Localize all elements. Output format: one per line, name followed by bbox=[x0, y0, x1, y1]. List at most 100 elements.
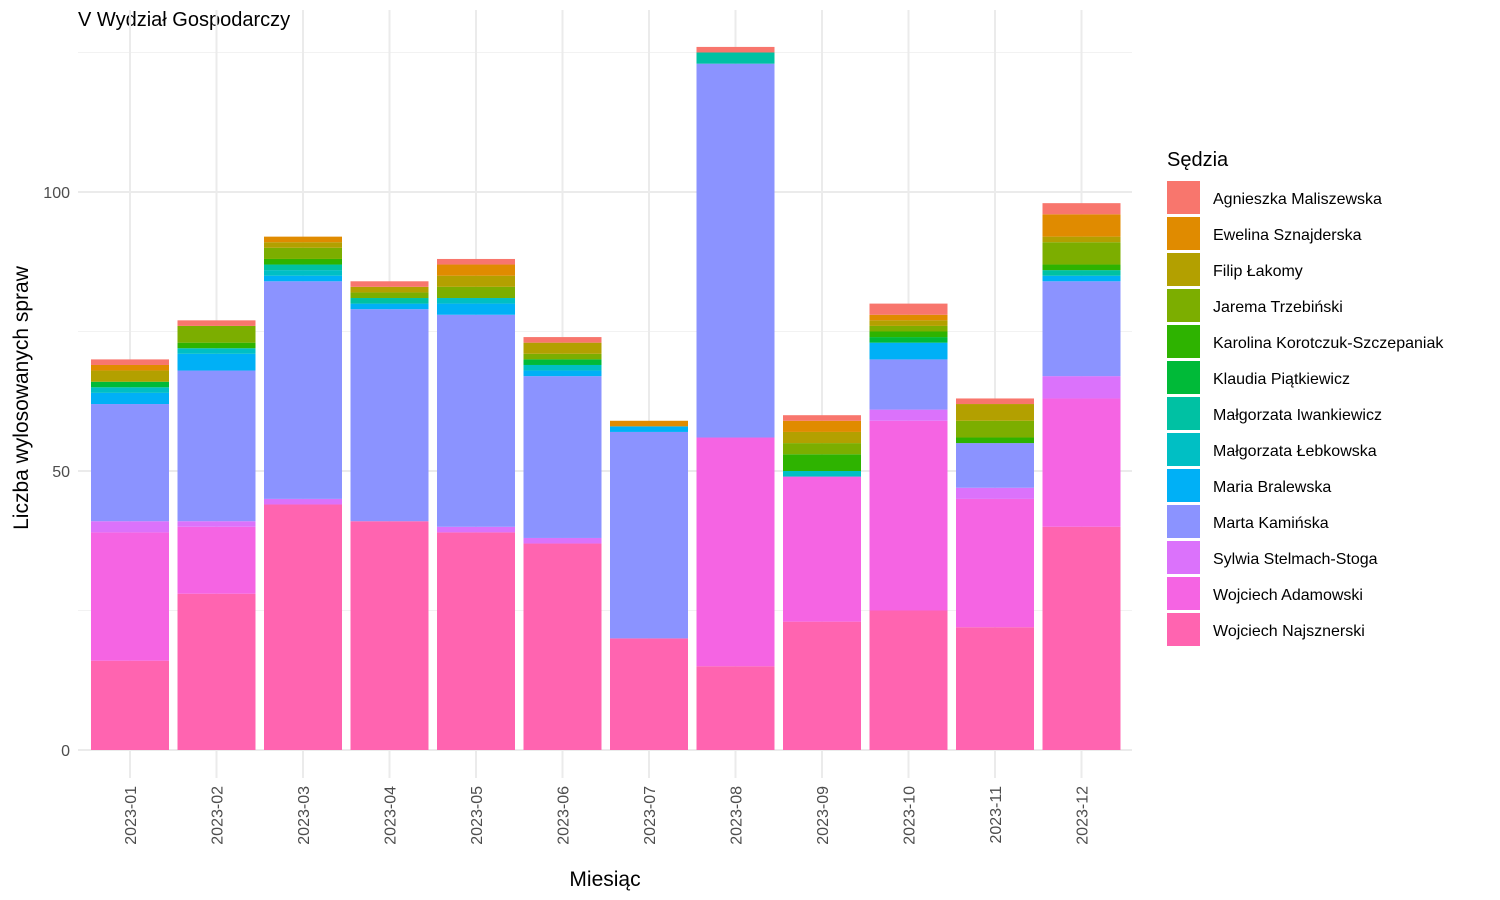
bar-segment bbox=[523, 364, 602, 371]
bar-segment bbox=[869, 610, 948, 750]
legend-key bbox=[1167, 397, 1200, 430]
x-tick-label: 2023-04 bbox=[383, 786, 400, 845]
y-tick-label: 50 bbox=[52, 464, 70, 481]
bar-segment bbox=[91, 370, 169, 382]
x-tick-label: 2023-08 bbox=[729, 786, 746, 845]
y-tick-label: 0 bbox=[61, 743, 70, 760]
bar-segment bbox=[783, 454, 861, 471]
bar-segment bbox=[91, 392, 169, 405]
legend-label: Karolina Korotczuk-Szczepaniak bbox=[1213, 335, 1444, 352]
bar-segment bbox=[177, 353, 256, 371]
bar-segment bbox=[350, 303, 429, 310]
bar-segment bbox=[523, 370, 602, 377]
bar-segment bbox=[437, 526, 515, 533]
bar-segment bbox=[696, 46, 775, 53]
bar-segment bbox=[783, 471, 861, 477]
bar-segment bbox=[956, 398, 1034, 405]
bar-segment bbox=[523, 543, 602, 750]
bar-segment bbox=[523, 376, 602, 538]
legend-key bbox=[1167, 505, 1200, 538]
bar-segment bbox=[869, 342, 948, 360]
legend-key bbox=[1167, 361, 1200, 394]
bar-segment bbox=[783, 443, 861, 455]
bar-segment bbox=[696, 437, 775, 667]
bar-segment bbox=[264, 281, 342, 499]
bar-segment bbox=[437, 258, 515, 265]
bar-segment bbox=[956, 443, 1034, 488]
bar-segment bbox=[869, 337, 948, 343]
x-tick-label: 2023-09 bbox=[815, 786, 832, 845]
bar-segment bbox=[956, 627, 1034, 750]
bar-segment bbox=[869, 359, 948, 410]
bar-segment bbox=[350, 298, 429, 304]
bar-segment bbox=[437, 314, 515, 527]
bar-segment bbox=[869, 420, 948, 611]
bar-segment bbox=[437, 532, 515, 750]
legend-label: Małgorzata Łebkowska bbox=[1213, 443, 1377, 460]
bar-segment bbox=[91, 404, 169, 522]
bar-segment bbox=[264, 247, 342, 259]
legend-label: Małgorzata Iwankiewicz bbox=[1213, 407, 1382, 424]
legend-key bbox=[1167, 469, 1200, 502]
bar-segment bbox=[783, 476, 861, 622]
legend-key bbox=[1167, 541, 1200, 574]
bar-segment bbox=[177, 320, 256, 326]
bar-segment bbox=[91, 381, 169, 388]
legend[interactable]: Sędzia Agnieszka Maliszewska Ewelina Szna… bbox=[1167, 149, 1444, 646]
bar-segment bbox=[956, 437, 1034, 444]
bar-segment bbox=[696, 63, 775, 438]
bar-segment bbox=[350, 521, 429, 750]
bar-segment bbox=[696, 666, 775, 750]
legend-label: Filip Łakomy bbox=[1213, 263, 1303, 280]
legend-label: Sylwia Stelmach-Stoga bbox=[1213, 551, 1378, 568]
bar-segment bbox=[437, 303, 515, 315]
bar-segment bbox=[177, 593, 256, 750]
bar-segment bbox=[1042, 214, 1121, 237]
bar-segment bbox=[350, 292, 429, 299]
bar-segment bbox=[610, 638, 688, 750]
bar-segment bbox=[1042, 281, 1121, 377]
bar-segment bbox=[610, 420, 688, 427]
bar-segment bbox=[177, 370, 256, 522]
bar-segment bbox=[264, 264, 342, 271]
legend-label: Maria Bralewska bbox=[1213, 479, 1331, 496]
bar-segment bbox=[1042, 376, 1121, 399]
legend-label: Marta Kamińska bbox=[1213, 515, 1329, 532]
bar-segment bbox=[956, 420, 1034, 438]
bar-segment bbox=[350, 286, 429, 293]
bar-segment bbox=[350, 309, 429, 522]
legend-key bbox=[1167, 577, 1200, 610]
legend-title: Sędzia bbox=[1167, 149, 1229, 171]
bar-segment bbox=[350, 281, 429, 287]
bar-segment bbox=[523, 537, 602, 544]
x-tick-label: 2023-05 bbox=[469, 786, 486, 845]
bar-segment bbox=[177, 348, 256, 354]
bar-segment bbox=[1042, 242, 1121, 265]
x-tick-label: 2023-10 bbox=[902, 786, 919, 845]
bar-segment bbox=[437, 275, 515, 287]
bar-segment bbox=[1042, 236, 1121, 243]
bar-segment bbox=[869, 325, 948, 332]
bar-segment bbox=[956, 498, 1034, 628]
x-axis-title: Miesiąc bbox=[569, 868, 640, 891]
bar-segment bbox=[437, 298, 515, 304]
bar-segment bbox=[523, 359, 602, 365]
legend-key bbox=[1167, 325, 1200, 358]
bar-segment bbox=[1042, 526, 1121, 750]
bar-segment bbox=[91, 521, 169, 533]
x-tick-label: 2023-02 bbox=[210, 786, 227, 845]
bar-segment bbox=[1042, 398, 1121, 527]
bar-segment bbox=[264, 504, 342, 750]
bar-segment bbox=[91, 387, 169, 393]
x-tick-label: 2023-01 bbox=[123, 786, 140, 845]
bar-segment bbox=[264, 258, 342, 265]
legend-key bbox=[1167, 181, 1200, 214]
bars bbox=[91, 46, 1121, 750]
legend-key bbox=[1167, 253, 1200, 286]
x-tick-label: 2023-11 bbox=[988, 786, 1005, 844]
bar-segment bbox=[783, 431, 861, 444]
legend-key bbox=[1167, 433, 1200, 466]
axes: 0 50 100 2023-01 2023-02 2023-03 2023-04 2023-0… bbox=[43, 185, 1091, 845]
bar-segment bbox=[264, 275, 342, 282]
bar-segment bbox=[956, 487, 1034, 499]
